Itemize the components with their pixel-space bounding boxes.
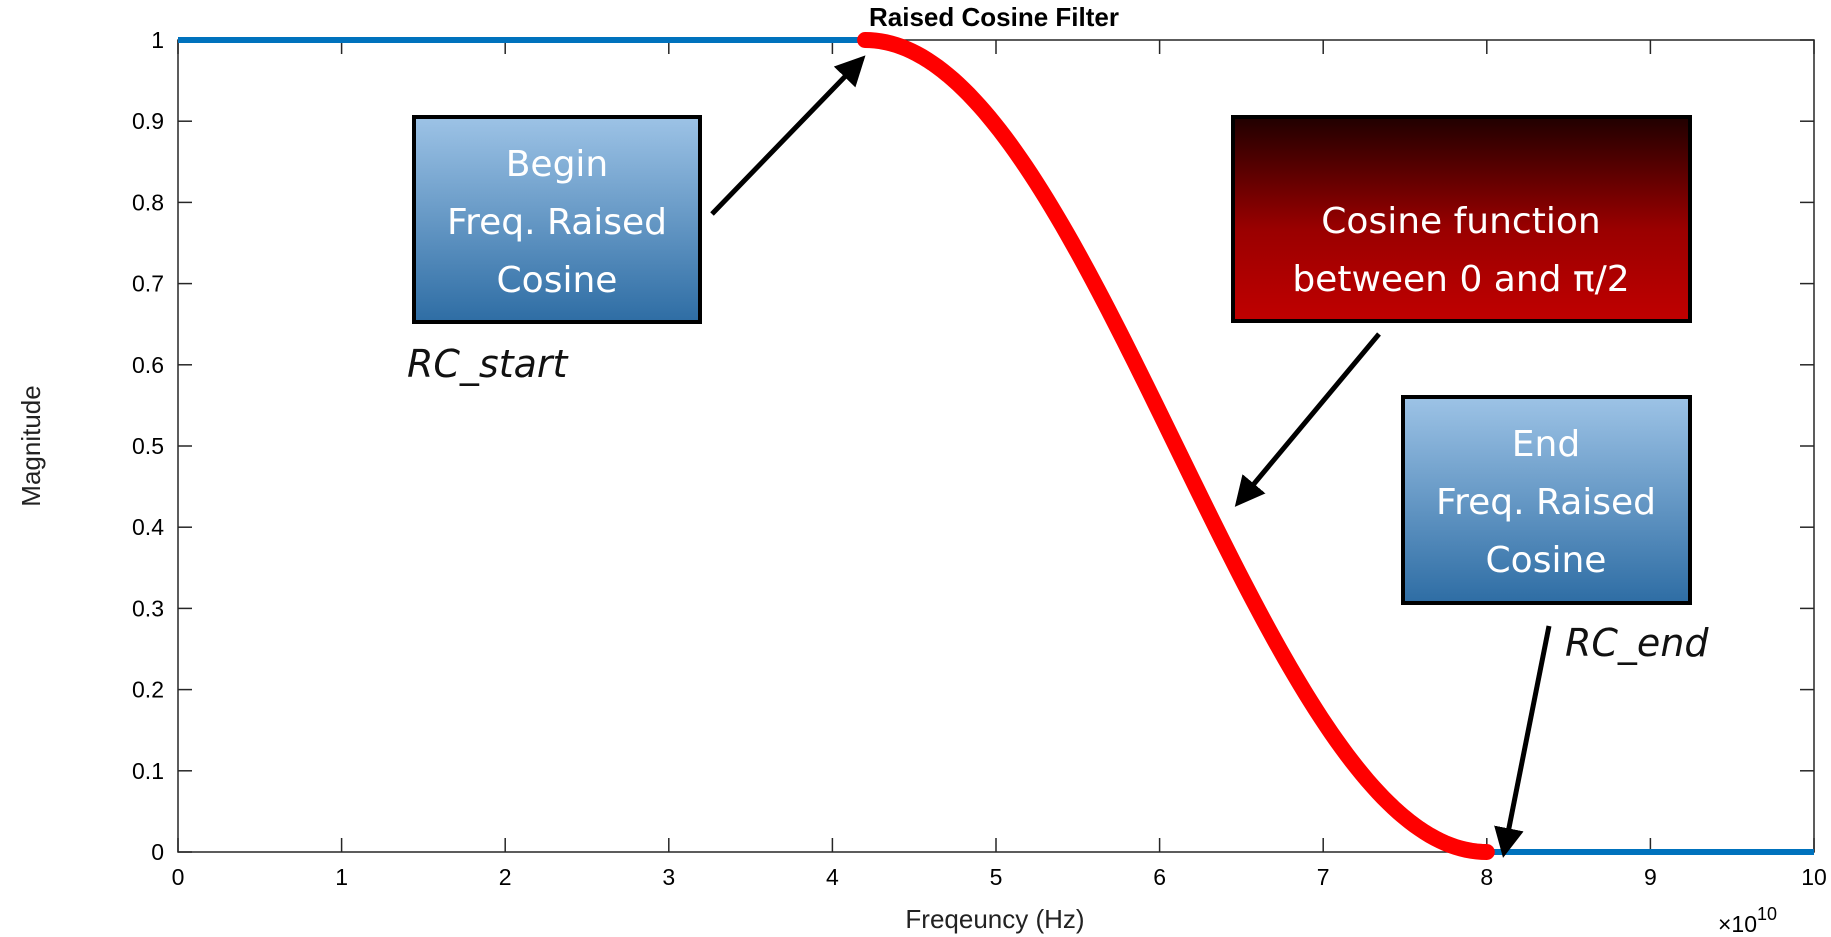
x-tick-label: 10 (1801, 864, 1827, 890)
y-tick-label: 0 (151, 839, 164, 865)
x-tick-label: 7 (1317, 864, 1330, 890)
rc-end-label: RC_end (1565, 621, 1709, 665)
y-tick-label: 0.4 (132, 514, 164, 540)
y-tick-label: 0.8 (132, 189, 164, 215)
cosine-arrow (1234, 332, 1381, 507)
x-multiplier-label: ×1010 (1718, 904, 1777, 937)
x-tick-label: 2 (499, 864, 512, 890)
axis-ticks: 0 1 2 3 4 5 6 7 8 9 10 0 0.1 0.2 0.3 0.4 0.5 0.6 0.7 0.8 0.9… (132, 27, 1827, 890)
x-tick-label: 0 (172, 864, 185, 890)
x-tick-label: 3 (662, 864, 675, 890)
end-box-line-2: Freq. Raised (1436, 482, 1656, 523)
y-tick-label: 0.9 (132, 108, 164, 134)
data-series (178, 32, 1814, 860)
cosine-box-line-1: Cosine function (1321, 201, 1600, 242)
y-tick-label: 0.3 (132, 595, 164, 621)
begin-freq-box-bg (412, 115, 702, 324)
y-tick-label: 0.1 (132, 758, 164, 784)
begin-freq-box: Begin Freq. Raised Cosine (412, 115, 702, 324)
x-tick-label: 9 (1644, 864, 1657, 890)
end-arrow (1494, 625, 1552, 858)
cosine-function-box-bg (1231, 115, 1692, 323)
x-tick-label: 5 (990, 864, 1003, 890)
begin-box-line-1: Begin (506, 144, 609, 185)
x-multiplier-exponent: 10 (1757, 904, 1777, 924)
x-tick-label: 6 (1153, 864, 1166, 890)
end-freq-box-bg (1401, 395, 1692, 605)
x-tick-label: 4 (826, 864, 839, 890)
x-axis-title: Freqeuncy (Hz) (905, 904, 1084, 934)
y-tick-label: 0.2 (132, 677, 164, 703)
y-tick-label: 0.6 (132, 352, 164, 378)
begin-box-line-2: Freq. Raised (447, 202, 667, 243)
cosine-function-box: Cosine function between 0 and π/2 (1231, 115, 1692, 323)
begin-arrow (710, 55, 866, 216)
y-axis-title: Magnitude (16, 385, 46, 506)
cosine-box-line-2: between 0 and π/2 (1292, 259, 1629, 300)
y-tick-label: 1 (151, 27, 164, 53)
chart-title: Raised Cosine Filter (869, 2, 1119, 32)
rc-start-label: RC_start (407, 342, 570, 386)
begin-box-line-3: Cosine (497, 260, 618, 301)
x-tick-label: 1 (335, 864, 348, 890)
x-multiplier-base: ×10 (1718, 911, 1757, 937)
y-tick-label: 0.5 (132, 433, 164, 459)
raised-cosine-curve (857, 32, 1495, 860)
x-tick-label: 8 (1480, 864, 1493, 890)
end-box-line-3: Cosine (1486, 540, 1607, 581)
y-tick-label: 0.7 (132, 271, 164, 297)
end-freq-box: End Freq. Raised Cosine (1401, 395, 1692, 605)
end-box-line-1: End (1512, 424, 1580, 465)
